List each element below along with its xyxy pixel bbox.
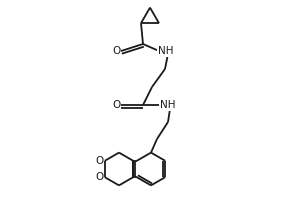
Text: O: O [95, 172, 103, 182]
Text: NH: NH [160, 100, 175, 110]
Text: O: O [112, 46, 121, 56]
Text: O: O [112, 100, 121, 110]
Text: O: O [95, 156, 103, 166]
Text: NH: NH [158, 46, 173, 56]
